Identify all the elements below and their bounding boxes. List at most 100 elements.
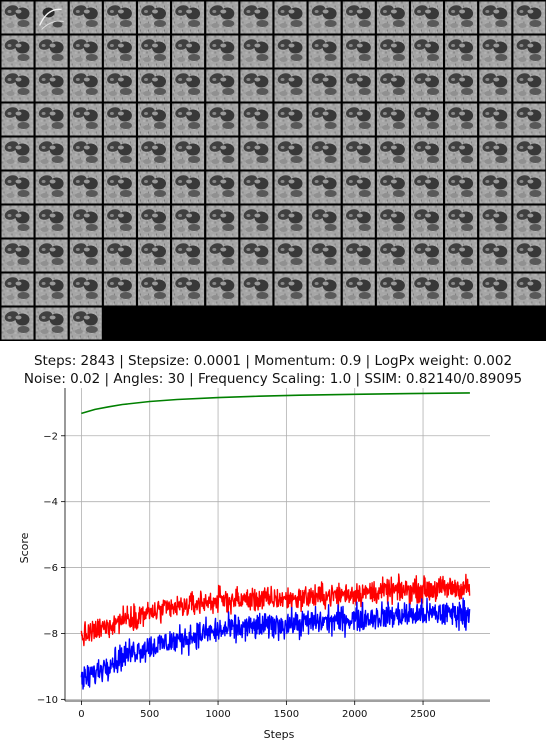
image-tile [376,171,409,204]
image-tile [411,239,443,272]
image-tile [206,69,239,102]
image-tile [35,35,68,68]
image-tile [274,273,307,306]
image-tile [103,205,136,238]
image-tile [342,69,375,102]
image-tile [411,35,443,68]
image-tile [411,171,443,204]
image-tile [274,171,307,204]
image-tile [411,1,443,34]
image-tile [308,1,341,34]
image-tile [35,137,68,170]
image-tile [69,205,102,238]
image-tile [240,205,273,238]
image-tile [308,171,341,204]
image-tile [342,35,375,68]
image-sample-grid [0,0,546,341]
image-tile [1,205,34,238]
image-tile [274,205,307,238]
image-tile [172,137,205,170]
image-tile [1,103,34,136]
image-tile [240,137,273,170]
image-tile [206,137,239,170]
image-tile [240,1,273,34]
image-tile [103,137,136,170]
image-tile [479,171,512,204]
image-tile [274,239,307,272]
image-tile [69,1,102,34]
y-tick-label: −6 [43,563,58,574]
y-tick-label: −8 [43,629,58,640]
image-tile [1,171,34,204]
image-tile [342,103,375,136]
image-tile [479,273,512,306]
image-tile [308,273,341,306]
image-tile [206,35,239,68]
image-tile [274,69,307,102]
image-tile [206,1,239,34]
image-tile [342,239,375,272]
image-tile [69,171,102,204]
image-tile [342,137,375,170]
x-tick-label: 1000 [205,709,230,720]
image-tile [69,239,102,272]
image-tile [1,239,34,272]
image-tile [411,69,443,102]
image-tile [206,103,239,136]
x-tick-label: 0 [78,709,84,720]
image-tile [138,205,170,238]
image-tile [342,273,375,306]
series-line-3 [80,597,471,690]
image-tile [35,205,68,238]
image-tile [274,103,307,136]
image-tile [479,1,512,34]
image-tile [206,239,239,272]
image-tile [240,69,273,102]
image-tile [103,69,136,102]
y-axis-label: Score [18,532,31,563]
image-tile [103,35,136,68]
image-tile [479,103,512,136]
image-tile [138,239,170,272]
image-tile [376,205,409,238]
image-tile [138,273,170,306]
image-tile [172,273,205,306]
series-line-2 [80,573,471,647]
image-tile [479,137,512,170]
image-tile [172,205,205,238]
image-tile [479,205,512,238]
x-tick-label: 1500 [274,709,299,720]
image-tile [240,239,273,272]
image-tile [1,273,34,306]
image-tile [69,103,102,136]
image-tile [513,273,546,306]
image-tile [513,103,546,136]
y-tick-label: −10 [37,695,58,706]
image-tile [445,69,478,102]
image-tile [274,35,307,68]
x-tick-label: 500 [140,709,159,720]
image-tile [479,239,512,272]
image-tile [342,1,375,34]
image-tile [138,137,170,170]
image-tile [34,0,69,35]
image-tile [1,69,34,102]
image-tile [172,69,205,102]
image-tile [69,137,102,170]
image-tile [103,1,136,34]
image-tile [513,35,546,68]
image-tile [35,239,68,272]
image-tile [138,35,170,68]
image-tile [513,205,546,238]
image-tile [308,35,341,68]
image-tile [172,1,205,34]
image-tile [445,273,478,306]
image-tile [69,69,102,102]
image-tile [1,1,34,34]
image-tile [342,171,375,204]
x-tick-label: 2000 [342,709,367,720]
image-tile [445,103,478,136]
image-tile [138,171,170,204]
image-tile [411,137,443,170]
image-tile [103,273,136,306]
